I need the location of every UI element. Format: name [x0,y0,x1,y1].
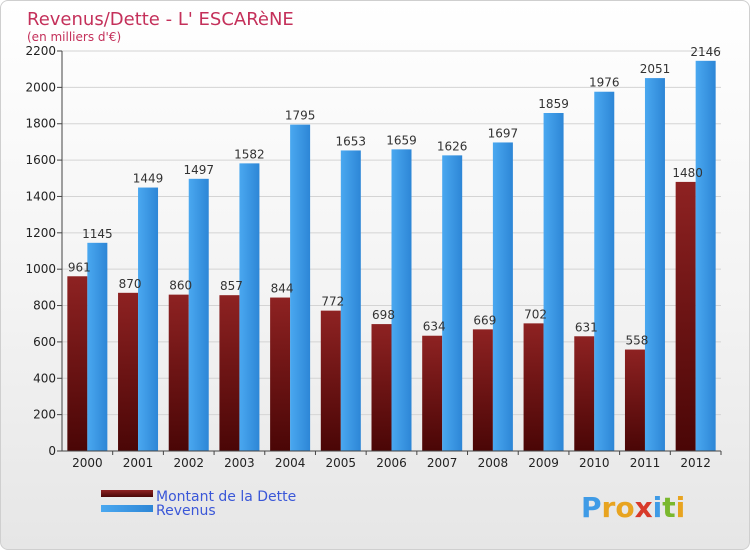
value-label-debt-2009: 702 [524,307,547,321]
bar-revenus-2002 [188,178,209,451]
bar-revenus-2011 [644,78,665,451]
value-label-debt-2008: 669 [473,313,496,327]
value-label-debt-2000: 961 [68,260,91,274]
y-tick-label-800: 800 [33,299,56,313]
logo-letter-6: i [676,491,686,524]
x-tick-label-2008: 2008 [478,456,509,470]
value-label-revenus-2002: 1497 [183,163,214,177]
proxiti-logo: Proxiti [581,491,685,524]
bar-debt-2005 [320,310,341,451]
bar-debt-2008 [472,329,493,451]
y-tick-label-1800: 1800 [25,117,56,131]
x-tick-label-2004: 2004 [275,456,306,470]
value-label-debt-2001: 870 [119,277,142,291]
bar-debt-2009 [523,323,544,451]
value-labels: 961 1145 870 1449 860 1497 857 1582 844 1795 772 16… [68,45,721,348]
logo-letter-3: x [635,491,653,524]
value-label-revenus-2001: 1449 [133,172,164,186]
y-tick-label-1400: 1400 [25,189,56,203]
value-label-debt-2010: 631 [575,320,598,334]
value-label-revenus-2003: 1582 [234,147,265,161]
legend-label-revenus: Revenus [156,503,216,519]
y-tick-label-200: 200 [33,408,56,422]
bar-debt-2012 [675,181,696,451]
bar-revenus-2004 [290,124,311,452]
x-tick-label-2001: 2001 [123,456,154,470]
bar-revenus-2001 [138,187,159,451]
value-label-debt-2011: 558 [626,334,649,348]
y-tick-label-0: 0 [48,444,56,458]
bar-debt-2000 [67,276,88,451]
value-label-revenus-2006: 1659 [386,133,417,147]
legend-swatch-debt [101,490,153,497]
value-label-revenus-2000: 1145 [82,227,113,241]
bar-revenus-2009 [543,113,564,451]
value-label-revenus-2009: 1859 [538,97,569,111]
y-axis-ticks: 0 200 400 600 800 1000 1200 1400 1600 1800 2000 220… [25,44,62,458]
y-tick-label-400: 400 [33,371,56,385]
logo-letter-1: r [602,491,616,524]
y-tick-label-2200: 2200 [25,44,56,58]
value-label-revenus-2004: 1795 [285,109,316,123]
value-label-revenus-2005: 1653 [336,134,367,148]
logo-letter-0: P [581,491,602,524]
x-tick-label-2002: 2002 [173,456,204,470]
y-tick-label-1600: 1600 [25,153,56,167]
bar-revenus-2006 [391,149,412,451]
x-tick-label-2012: 2012 [680,456,711,470]
bar-revenus-2000 [87,242,108,451]
value-label-debt-2004: 844 [271,282,294,296]
bar-revenus-2005 [340,150,361,452]
bar-revenus-2012 [695,60,716,452]
value-label-revenus-2010: 1976 [589,76,620,90]
y-tick-label-1000: 1000 [25,262,56,276]
x-axis-ticks: 2000 2001 2002 2003 2004 2005 2006 2007 2008 2009… [72,451,722,470]
logo-letter-5: t [662,491,675,524]
bar-revenus-2010 [594,91,615,452]
value-label-revenus-2008: 1697 [488,126,519,140]
value-label-debt-2006: 698 [372,308,395,322]
value-label-debt-2003: 857 [220,279,243,293]
x-tick-label-2009: 2009 [528,456,559,470]
x-tick-label-2000: 2000 [72,456,103,470]
value-label-debt-2012: 1480 [672,166,703,180]
bar-debt-2004 [270,297,291,451]
bar-debt-2002 [168,294,189,451]
x-tick-label-2003: 2003 [224,456,255,470]
value-label-debt-2005: 772 [321,295,344,309]
bars [67,60,716,452]
logo-letter-4: i [653,491,663,524]
legend-swatch-revenus [101,505,153,512]
value-label-revenus-2007: 1626 [437,139,468,153]
y-tick-label-2000: 2000 [25,80,56,94]
value-label-debt-2002: 860 [169,279,192,293]
bar-debt-2007 [422,335,443,451]
chart-title: Revenus/Dette - L' ESCARèNE [27,9,294,30]
legend-label-debt: Montant de la Dette [156,489,296,505]
bar-debt-2001 [118,292,139,451]
y-tick-label-1200: 1200 [25,226,56,240]
legend: Montant de la Dette Revenus [101,489,296,519]
bar-debt-2003 [219,295,240,451]
x-tick-label-2006: 2006 [376,456,407,470]
bar-revenus-2008 [492,142,513,452]
chart-subtitle: (en milliers d'€) [27,30,121,44]
value-label-debt-2007: 634 [423,320,446,334]
y-tick-label-600: 600 [33,335,56,349]
bar-debt-2006 [371,324,392,451]
x-tick-label-2007: 2007 [427,456,458,470]
logo-letter-2: o [615,491,634,524]
x-tick-label-2005: 2005 [326,456,357,470]
bar-revenus-2007 [442,155,463,451]
value-label-revenus-2012: 2146 [690,45,721,59]
bar-debt-2011 [624,349,645,451]
x-tick-label-2011: 2011 [630,456,661,470]
bar-revenus-2003 [239,163,260,451]
x-tick-label-2010: 2010 [579,456,610,470]
value-label-revenus-2011: 2051 [640,62,671,76]
bar-debt-2010 [574,336,595,451]
